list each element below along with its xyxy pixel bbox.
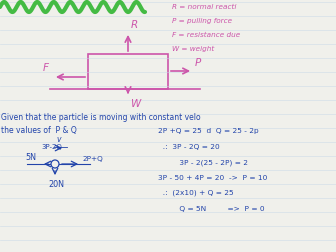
Text: W = weight: W = weight	[172, 46, 214, 52]
Text: the values of  P & Q: the values of P & Q	[1, 126, 77, 135]
Text: 2P +Q = 25  d  Q = 25 - 2p: 2P +Q = 25 d Q = 25 - 2p	[158, 128, 259, 134]
Text: 3P-2Q: 3P-2Q	[41, 144, 62, 150]
Text: P = pulling force: P = pulling force	[172, 18, 232, 24]
Text: .:  3P - 2Q = 20: .: 3P - 2Q = 20	[158, 143, 220, 149]
Bar	[88, 54, 168, 89]
Text: v: v	[56, 135, 60, 144]
Text: F = resistance due: F = resistance due	[172, 32, 240, 38]
Circle shape	[51, 160, 59, 168]
Text: .:  (2x10) + Q = 25: .: (2x10) + Q = 25	[158, 190, 234, 197]
Text: Given that the particle is moving with constant velo: Given that the particle is moving with c…	[1, 113, 201, 122]
Text: 3P - 2(25 - 2P) = 2: 3P - 2(25 - 2P) = 2	[158, 159, 248, 166]
Text: 5N: 5N	[25, 153, 36, 162]
Text: R: R	[131, 20, 138, 30]
Text: 3P - 50 + 4P = 20  ->  P = 10: 3P - 50 + 4P = 20 -> P = 10	[158, 174, 267, 180]
Text: R = normal reacti: R = normal reacti	[172, 4, 236, 10]
Text: W: W	[131, 99, 141, 109]
Text: Q = 5N         =>  P = 0: Q = 5N => P = 0	[158, 205, 265, 211]
Text: F: F	[43, 63, 49, 73]
Text: 20N: 20N	[48, 180, 64, 189]
Text: P: P	[195, 58, 201, 68]
Text: 2P+Q: 2P+Q	[82, 156, 103, 162]
